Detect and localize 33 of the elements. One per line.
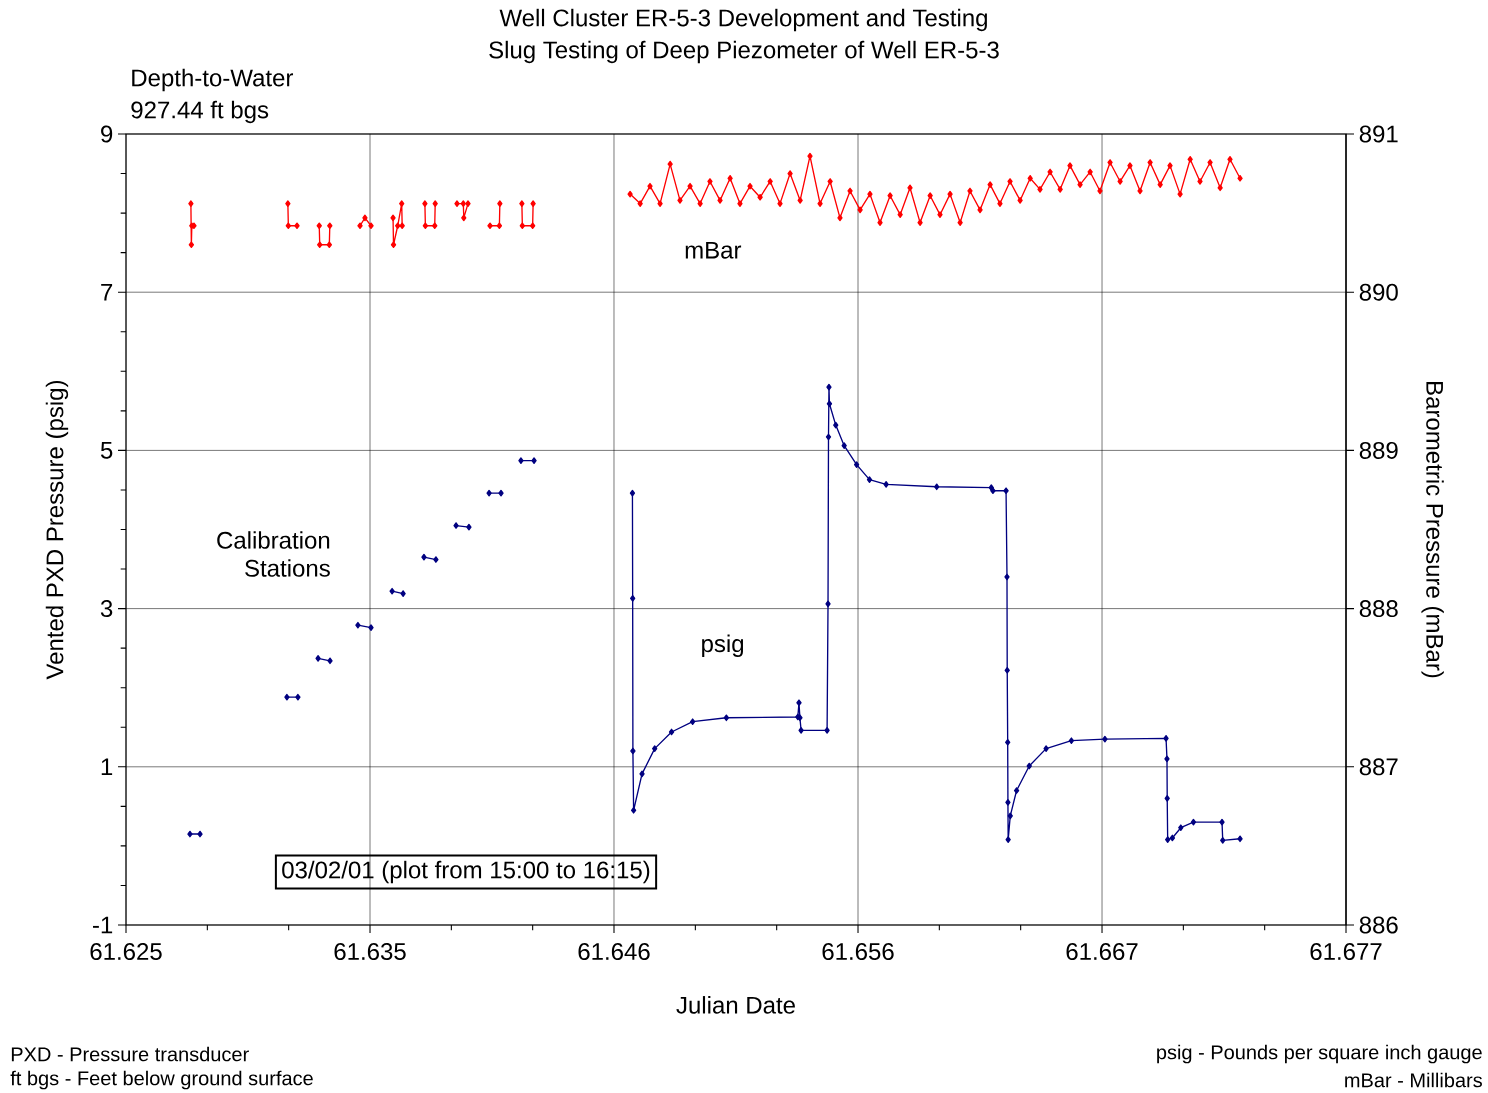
- text: PXD - Pressure transducer: [11, 1046, 249, 1062]
- y-tick-label: 7: [101, 283, 113, 301]
- y-tick-label: -1: [93, 916, 113, 934]
- chart-subtitle: Slug Testing of Deep Piezometer of Well ER-5-3: [489, 40, 999, 64]
- y-tick-label: 1: [101, 758, 113, 776]
- y2-tick-label: 890: [1359, 283, 1398, 301]
- y2-tick-label: 887: [1359, 758, 1398, 776]
- x-tick-label: 61.646: [578, 943, 650, 961]
- x-tick-label: 61.677: [1310, 943, 1382, 961]
- y-tick-label: 9: [101, 125, 113, 143]
- y2-axis-title: Barometric Pressure (mBar): [1421, 382, 1444, 678]
- x-tick-label: 61.667: [1066, 943, 1138, 961]
- text: ft bgs - Feet below ground surface: [10, 1070, 313, 1090]
- y2-tick-label: 888: [1359, 600, 1398, 618]
- annotation: 03/02/01 (plot from 15:00 to 16:15): [282, 860, 650, 884]
- text: Depth-to-Water: [132, 68, 294, 92]
- y2-tick-label: 891: [1359, 125, 1398, 143]
- text: 927.44 ft bgs: [131, 100, 269, 124]
- x-tick-label: 61.625: [90, 943, 162, 961]
- x-tick-label: 61.656: [822, 943, 894, 961]
- text: mBar - Millibars: [1345, 1072, 1482, 1088]
- chart-title: Well Cluster ER-5-3 Development and Testing: [499, 8, 987, 32]
- y-tick-label: 5: [100, 442, 113, 459]
- y-tick-label: 3: [100, 600, 113, 618]
- y2-tick-label: 886: [1359, 916, 1398, 934]
- series-label: mBar: [685, 241, 742, 259]
- x-axis-title: Julian Date: [676, 996, 795, 1014]
- y-axis-title: Vented PXD Pressure (psig): [45, 380, 69, 680]
- y2-tick-label: 889: [1359, 441, 1398, 459]
- text: psig: [702, 634, 744, 657]
- annotation: Calibration Stations: [217, 531, 330, 577]
- text: psig - Pounds per square inch gauge: [1157, 1044, 1482, 1064]
- x-tick-label: 61.635: [334, 943, 406, 961]
